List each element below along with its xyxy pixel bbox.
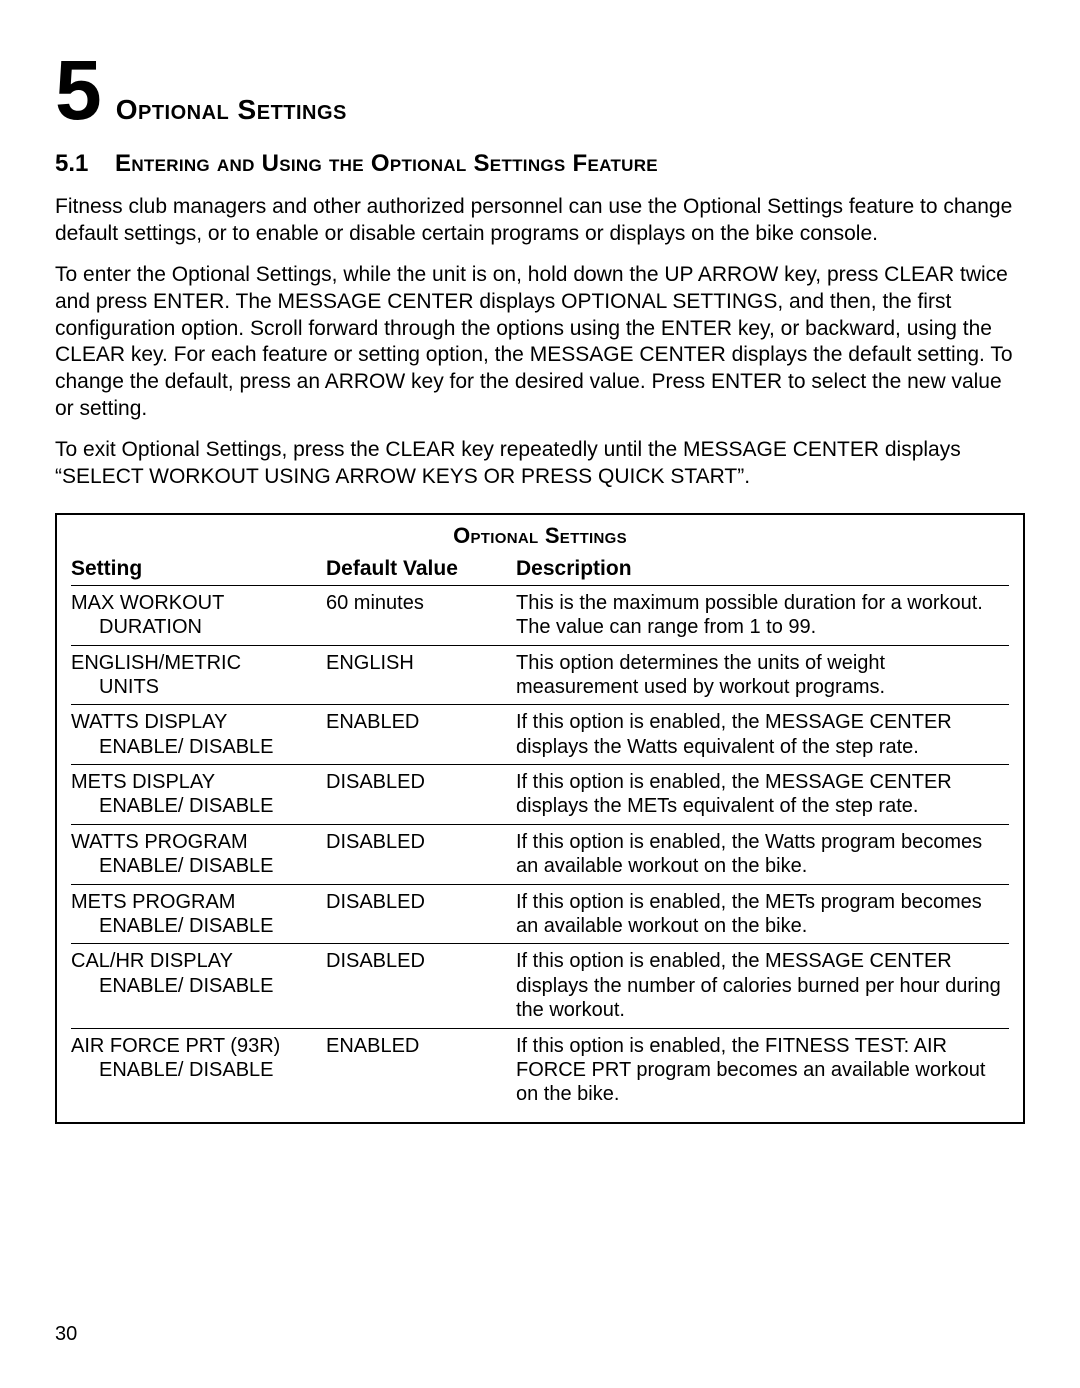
cell-default-value: ENABLED: [326, 1034, 516, 1107]
setting-main-label: WATTS DISPLAY: [71, 710, 326, 734]
cell-description: This option determines the units of weig…: [516, 651, 1009, 700]
setting-sub-label: ENABLE/ DISABLE: [71, 794, 326, 818]
setting-sub-label: ENABLE/ DISABLE: [71, 735, 326, 759]
body-paragraph: To exit Optional Settings, press the CLE…: [55, 437, 1025, 491]
cell-description: If this option is enabled, the MESSAGE C…: [516, 710, 1009, 759]
cell-setting: METS PROGRAMENABLE/ DISABLE: [71, 890, 326, 939]
col-header-default: Default Value: [326, 557, 516, 581]
setting-sub-label: DURATION: [71, 615, 326, 639]
section-title: Entering and Using the Optional Settings…: [115, 150, 658, 177]
body-paragraph: Fitness club managers and other authoriz…: [55, 194, 1025, 248]
setting-main-label: METS DISPLAY: [71, 770, 326, 794]
cell-description: This is the maximum possible duration fo…: [516, 591, 1009, 640]
setting-main-label: ENGLISH/METRIC: [71, 651, 326, 675]
setting-main-label: WATTS PROGRAM: [71, 830, 326, 854]
section-heading: 5.1 Entering and Using the Optional Sett…: [55, 150, 1025, 178]
chapter-number: 5: [55, 48, 102, 132]
cell-setting: METS DISPLAYENABLE/ DISABLE: [71, 770, 326, 819]
cell-description: If this option is enabled, the FITNESS T…: [516, 1034, 1009, 1107]
table-row: WATTS PROGRAMENABLE/ DISABLEDISABLEDIf t…: [71, 824, 1009, 884]
cell-default-value: 60 minutes: [326, 591, 516, 640]
setting-main-label: AIR FORCE PRT (93R): [71, 1034, 326, 1058]
setting-sub-label: UNITS: [71, 675, 326, 699]
section-number: 5.1: [55, 150, 88, 177]
setting-main-label: MAX WORKOUT: [71, 591, 326, 615]
setting-main-label: METS PROGRAM: [71, 890, 326, 914]
cell-description: If this option is enabled, the MESSAGE C…: [516, 949, 1009, 1022]
table-row: WATTS DISPLAYENABLE/ DISABLEENABLEDIf th…: [71, 704, 1009, 764]
cell-default-value: ENGLISH: [326, 651, 516, 700]
cell-setting: AIR FORCE PRT (93R)ENABLE/ DISABLE: [71, 1034, 326, 1107]
cell-description: If this option is enabled, the METs prog…: [516, 890, 1009, 939]
col-header-description: Description: [516, 557, 1009, 581]
cell-setting: MAX WORKOUTDURATION: [71, 591, 326, 640]
chapter-title: Optional Settings: [116, 94, 347, 132]
page-number: 30: [55, 1323, 77, 1346]
setting-sub-label: ENABLE/ DISABLE: [71, 974, 326, 998]
setting-sub-label: ENABLE/ DISABLE: [71, 1058, 326, 1082]
table-row: AIR FORCE PRT (93R)ENABLE/ DISABLEENABLE…: [71, 1028, 1009, 1112]
chapter-heading: 5 Optional Settings: [55, 48, 1025, 132]
cell-setting: ENGLISH/METRICUNITS: [71, 651, 326, 700]
table-row: METS PROGRAMENABLE/ DISABLEDISABLEDIf th…: [71, 884, 1009, 944]
cell-default-value: DISABLED: [326, 949, 516, 1022]
setting-sub-label: ENABLE/ DISABLE: [71, 914, 326, 938]
cell-default-value: ENABLED: [326, 710, 516, 759]
cell-default-value: DISABLED: [326, 830, 516, 879]
setting-main-label: CAL/HR DISPLAY: [71, 949, 326, 973]
cell-default-value: DISABLED: [326, 890, 516, 939]
table-header-row: Setting Default Value Description: [71, 555, 1009, 585]
cell-setting: WATTS PROGRAMENABLE/ DISABLE: [71, 830, 326, 879]
body-paragraph: To enter the Optional Settings, while th…: [55, 262, 1025, 423]
table-row: MAX WORKOUTDURATION60 minutesThis is the…: [71, 585, 1009, 645]
table-row: CAL/HR DISPLAYENABLE/ DISABLEDISABLEDIf …: [71, 943, 1009, 1027]
cell-setting: WATTS DISPLAYENABLE/ DISABLE: [71, 710, 326, 759]
cell-default-value: DISABLED: [326, 770, 516, 819]
cell-setting: CAL/HR DISPLAYENABLE/ DISABLE: [71, 949, 326, 1022]
setting-sub-label: ENABLE/ DISABLE: [71, 854, 326, 878]
table-caption: Optional Settings: [71, 523, 1009, 549]
cell-description: If this option is enabled, the Watts pro…: [516, 830, 1009, 879]
col-header-setting: Setting: [71, 557, 326, 581]
optional-settings-table: Optional Settings Setting Default Value …: [55, 513, 1025, 1124]
table-row: ENGLISH/METRICUNITSENGLISHThis option de…: [71, 645, 1009, 705]
table-row: METS DISPLAYENABLE/ DISABLEDISABLEDIf th…: [71, 764, 1009, 824]
cell-description: If this option is enabled, the MESSAGE C…: [516, 770, 1009, 819]
